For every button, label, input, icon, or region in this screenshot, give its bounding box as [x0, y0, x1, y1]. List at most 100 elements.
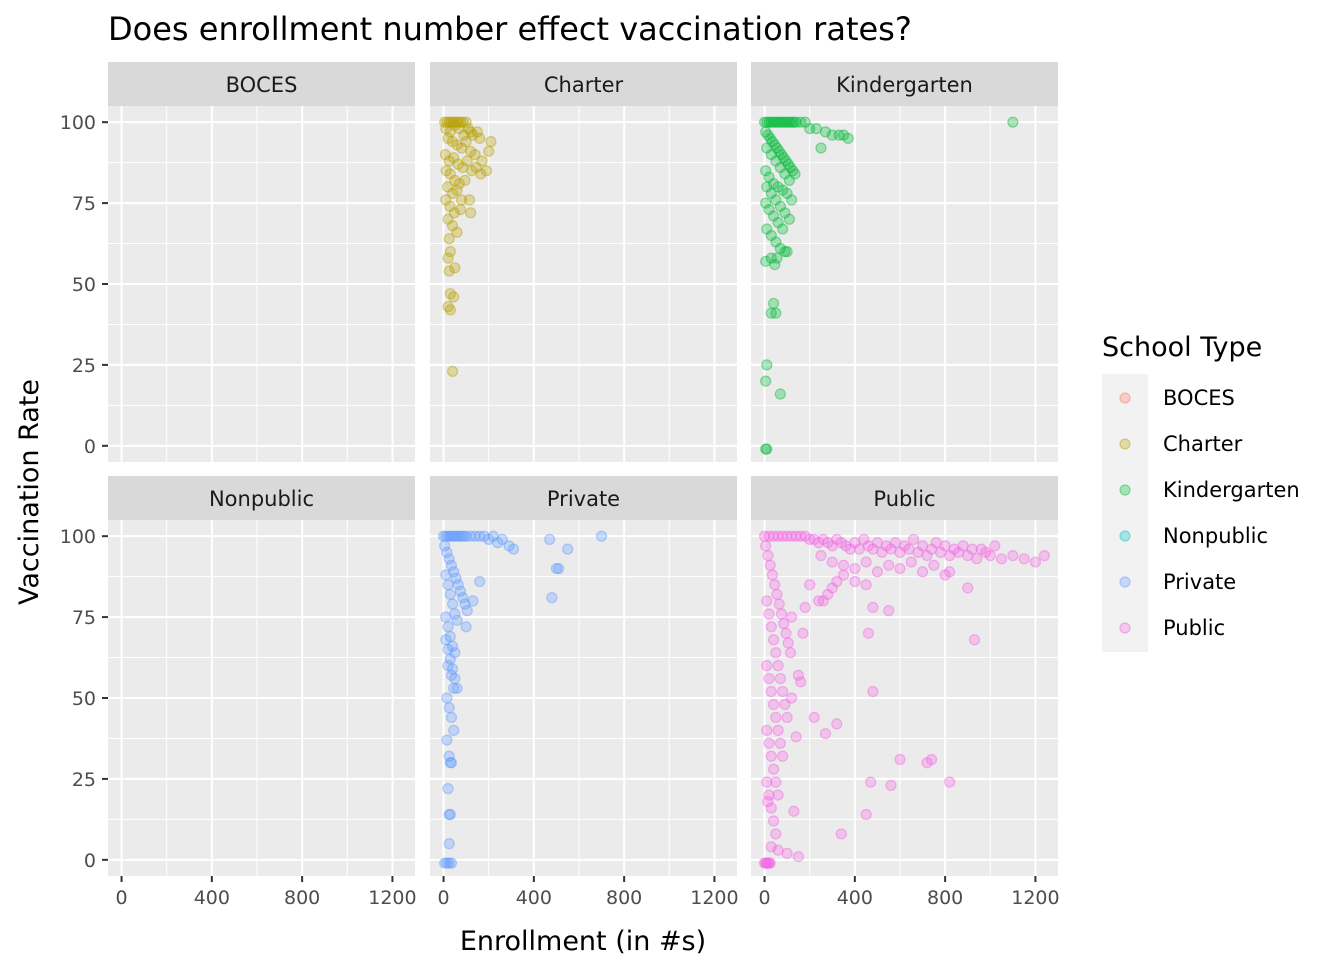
data-point — [867, 685, 879, 698]
data-point — [780, 155, 792, 167]
data-point — [989, 540, 1001, 552]
data-point — [443, 857, 455, 869]
data-point — [443, 155, 455, 167]
data-point — [782, 158, 794, 170]
data-point — [765, 116, 777, 128]
legend-key — [1119, 392, 1131, 404]
data-point — [451, 682, 463, 694]
data-point — [790, 731, 802, 743]
legend-label: Charter — [1163, 432, 1243, 456]
data-point — [763, 857, 775, 869]
y-tick-label: 75 — [72, 607, 96, 629]
data-point — [771, 252, 783, 264]
data-point — [443, 838, 455, 850]
data-point — [440, 123, 452, 135]
data-point — [442, 181, 454, 193]
data-point — [760, 165, 772, 177]
data-point — [774, 737, 786, 749]
facet-strip-label: Kindergarten — [836, 73, 973, 97]
x-tick-label: 0 — [758, 887, 770, 909]
data-point — [813, 537, 825, 549]
data-point — [799, 116, 811, 128]
data-point — [470, 161, 482, 174]
data-point — [461, 605, 473, 617]
y-tick-label: 25 — [72, 769, 96, 791]
data-point — [443, 750, 455, 762]
data-point — [465, 145, 477, 157]
data-point — [443, 553, 455, 565]
data-point — [761, 595, 773, 607]
data-point — [774, 200, 786, 212]
data-point — [765, 750, 777, 762]
data-point — [833, 129, 845, 141]
data-point — [763, 608, 775, 620]
data-point — [786, 194, 798, 206]
data-point — [939, 540, 951, 552]
data-point — [849, 575, 861, 588]
data-point — [760, 197, 772, 209]
legend-key — [1119, 530, 1131, 542]
data-point — [770, 711, 782, 724]
data-point — [761, 776, 773, 788]
data-point — [957, 540, 969, 552]
data-point — [446, 640, 459, 652]
data-point — [441, 546, 453, 558]
data-point — [474, 575, 486, 588]
data-point — [444, 288, 456, 300]
data-point — [792, 669, 805, 681]
data-point — [774, 672, 786, 685]
data-point — [446, 220, 459, 232]
data-point — [458, 129, 470, 141]
data-point — [763, 116, 775, 128]
data-point — [862, 627, 874, 639]
data-point — [763, 171, 775, 183]
data-point — [442, 132, 454, 144]
data-point — [935, 546, 947, 558]
data-point — [471, 126, 484, 138]
data-point — [445, 857, 458, 869]
data-point — [453, 530, 465, 542]
data-point — [777, 116, 789, 128]
data-point — [772, 181, 784, 193]
data-point — [774, 161, 786, 174]
data-point — [777, 223, 789, 235]
data-point — [769, 579, 781, 591]
data-point — [925, 543, 938, 555]
data-point — [971, 553, 983, 565]
data-point — [781, 847, 793, 859]
data-point — [765, 802, 777, 814]
legend-key — [1119, 484, 1131, 496]
data-point — [463, 194, 476, 206]
data-point — [885, 779, 897, 791]
data-point — [439, 540, 451, 552]
facet-boces: BOCES 0 25 50 75 100 — [60, 62, 415, 462]
data-point — [774, 116, 786, 128]
data-point — [763, 737, 775, 749]
data-point — [462, 123, 474, 135]
data-point — [883, 559, 895, 571]
data-point — [465, 530, 477, 542]
data-point — [451, 226, 463, 238]
data-point — [786, 692, 798, 704]
data-point — [441, 734, 453, 746]
data-point — [469, 530, 481, 542]
data-point — [815, 549, 827, 562]
data-point — [769, 139, 781, 151]
data-point — [544, 533, 556, 546]
data-point — [444, 168, 456, 180]
data-point — [837, 569, 850, 581]
data-point — [474, 530, 486, 542]
data-point — [765, 148, 777, 161]
data-point — [452, 158, 464, 170]
data-point — [804, 123, 816, 135]
data-point — [442, 783, 454, 795]
data-point — [790, 116, 802, 128]
data-point — [761, 142, 773, 154]
data-point — [876, 546, 888, 558]
data-point — [786, 611, 798, 623]
data-point — [849, 537, 861, 549]
data-point — [454, 116, 467, 128]
data-point — [761, 116, 773, 128]
data-point — [916, 540, 929, 552]
